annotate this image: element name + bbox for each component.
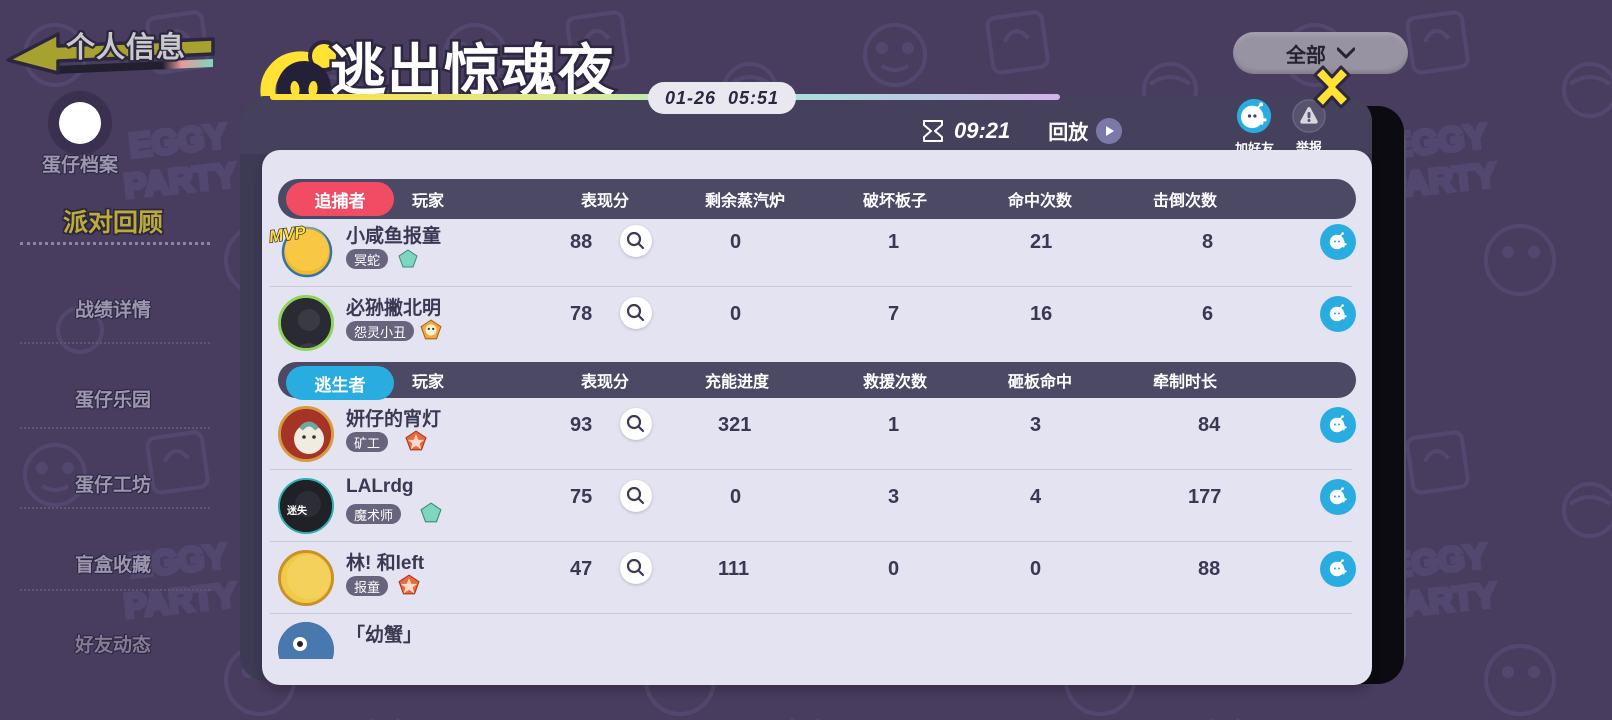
- svg-text:个人信息: 个人信息: [66, 30, 186, 64]
